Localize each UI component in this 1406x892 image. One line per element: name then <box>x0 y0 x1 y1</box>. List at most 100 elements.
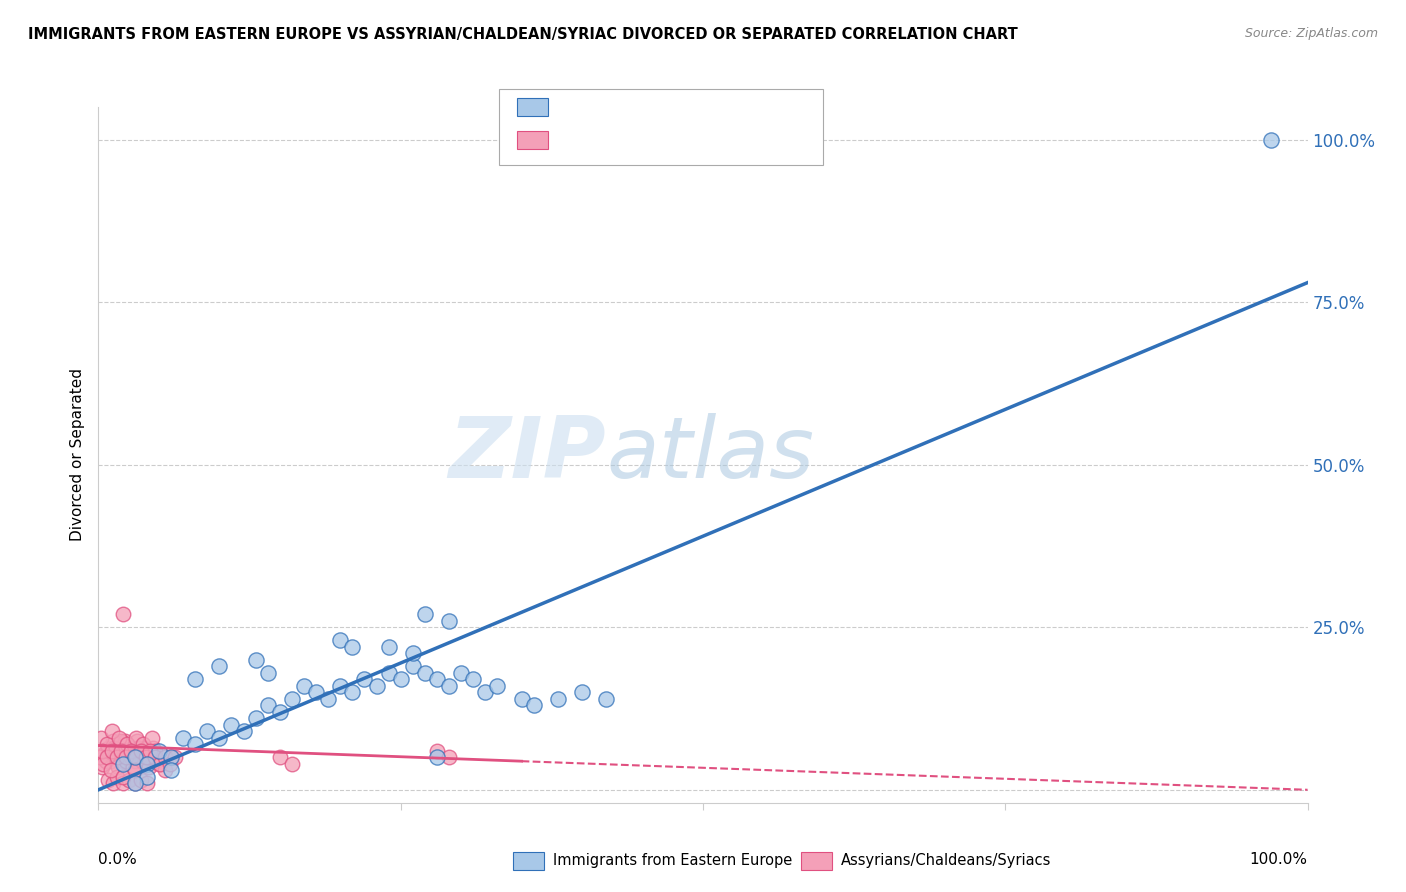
Point <box>292 679 315 693</box>
Point <box>153 750 176 764</box>
Point <box>135 750 157 764</box>
Point <box>93 747 115 761</box>
Point <box>120 750 142 764</box>
Point <box>160 750 183 764</box>
Point <box>120 744 142 758</box>
Point <box>115 754 138 768</box>
Text: 0.822: 0.822 <box>602 101 650 115</box>
Point <box>129 772 152 787</box>
Point <box>145 754 167 768</box>
Point <box>141 731 163 745</box>
Point <box>305 685 328 699</box>
Point <box>510 691 533 706</box>
Y-axis label: Divorced or Separated: Divorced or Separated <box>70 368 86 541</box>
Point <box>98 747 121 761</box>
Text: Immigrants from Eastern Europe: Immigrants from Eastern Europe <box>553 854 792 868</box>
Point <box>100 724 122 739</box>
Point <box>97 740 120 755</box>
Point <box>134 740 156 755</box>
Text: R =: R = <box>557 101 585 115</box>
Point <box>117 737 139 751</box>
Point <box>402 659 425 673</box>
Point <box>143 744 166 758</box>
Point <box>107 760 129 774</box>
Point <box>97 772 120 787</box>
Point <box>132 737 155 751</box>
Point <box>94 754 117 768</box>
Text: 80: 80 <box>716 134 737 148</box>
Text: 53: 53 <box>716 101 737 115</box>
Point <box>111 607 134 622</box>
Point <box>256 698 278 713</box>
Point <box>112 744 135 758</box>
Point <box>118 747 141 761</box>
Point <box>281 756 304 771</box>
Point <box>316 691 339 706</box>
Point <box>149 756 172 771</box>
Point <box>571 685 593 699</box>
Point <box>101 734 124 748</box>
Point <box>111 756 134 771</box>
Point <box>269 750 291 764</box>
Point <box>413 665 436 680</box>
Point <box>135 754 157 768</box>
Point <box>136 750 159 764</box>
Point <box>111 776 134 790</box>
Point <box>118 747 141 761</box>
Point <box>269 705 291 719</box>
Point <box>135 756 157 771</box>
Point <box>163 750 186 764</box>
Point <box>91 756 114 771</box>
Point <box>148 756 170 771</box>
Point <box>366 679 388 693</box>
Point <box>135 770 157 784</box>
Point <box>129 744 152 758</box>
Text: ZIP: ZIP <box>449 413 606 497</box>
Point <box>124 764 146 778</box>
Point <box>377 640 399 654</box>
Point <box>172 731 194 745</box>
Point <box>184 737 207 751</box>
Point <box>426 750 449 764</box>
Point <box>437 750 460 764</box>
Point <box>105 750 128 764</box>
Point <box>96 737 118 751</box>
Point <box>523 698 546 713</box>
Point <box>118 772 141 787</box>
Text: IMMIGRANTS FROM EASTERN EUROPE VS ASSYRIAN/CHALDEAN/SYRIAC DIVORCED OR SEPARATED: IMMIGRANTS FROM EASTERN EUROPE VS ASSYRI… <box>28 27 1018 42</box>
Point <box>402 646 425 660</box>
Point <box>159 756 181 771</box>
Point <box>208 731 231 745</box>
Text: 0.0%: 0.0% <box>98 852 138 866</box>
Point <box>122 760 145 774</box>
Point <box>245 653 267 667</box>
Point <box>1260 132 1282 146</box>
Point <box>389 672 412 686</box>
Point <box>111 754 134 768</box>
Point <box>232 724 254 739</box>
Point <box>195 724 218 739</box>
Point <box>114 734 136 748</box>
Point <box>184 672 207 686</box>
Text: N =: N = <box>676 134 706 148</box>
Text: 100.0%: 100.0% <box>1250 852 1308 866</box>
Point <box>208 659 231 673</box>
Point <box>142 740 165 755</box>
Point <box>121 740 143 755</box>
Point <box>131 754 153 768</box>
Point <box>353 672 375 686</box>
Point <box>450 665 472 680</box>
Point <box>329 633 352 648</box>
Point <box>110 744 132 758</box>
Point <box>221 718 243 732</box>
Text: Source: ZipAtlas.com: Source: ZipAtlas.com <box>1244 27 1378 40</box>
Point <box>90 731 112 745</box>
Text: atlas: atlas <box>606 413 814 497</box>
Point <box>115 750 138 764</box>
Point <box>104 744 127 758</box>
Point <box>108 731 131 745</box>
Point <box>135 776 157 790</box>
Point <box>342 685 364 699</box>
Point <box>96 750 118 764</box>
Point <box>125 750 148 764</box>
